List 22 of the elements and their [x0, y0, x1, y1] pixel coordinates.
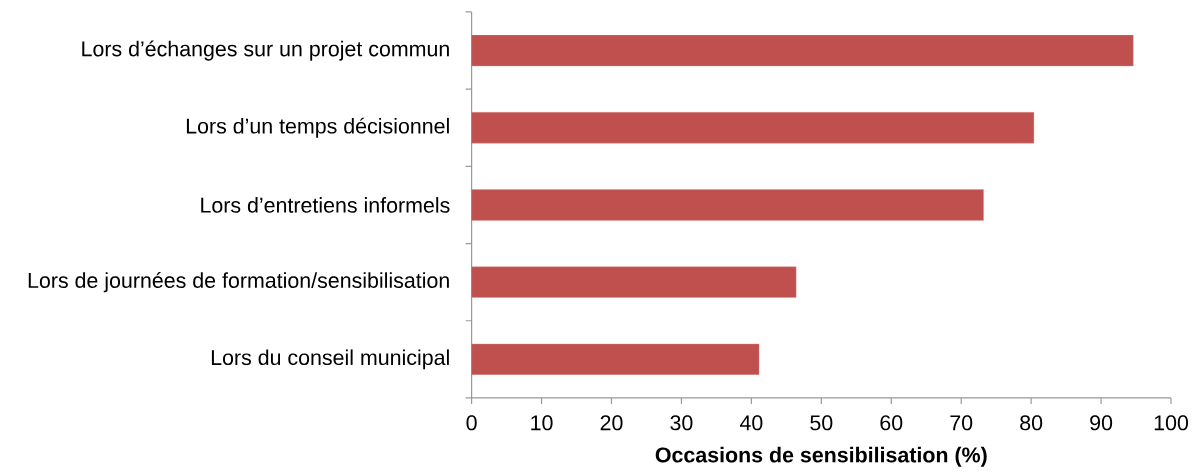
x-tick-label: 80 [1020, 415, 1043, 431]
bar [471, 112, 1035, 144]
y-tick-label: Lors d’un temps décisionnel [186, 117, 449, 138]
bar [471, 343, 760, 376]
y-tick-label: Lors d’entretiens informels [201, 197, 450, 213]
x-tick-label: 50 [810, 415, 833, 431]
x-axis-title: Occasions de sensibilisation (%) [655, 446, 987, 467]
x-tick-label: 20 [600, 415, 623, 431]
bar [471, 266, 797, 298]
x-tick-label: 10 [531, 415, 553, 431]
x-tick-label: 70 [950, 415, 973, 431]
x-tick-label: 0 [466, 415, 477, 431]
x-tick-label: 30 [670, 415, 693, 431]
x-tick-label: 90 [1090, 415, 1113, 431]
y-tick-label: Lors d’échanges sur un projet commun [82, 40, 449, 61]
x-tick-label: 40 [739, 415, 763, 431]
y-tick-label: Lors du conseil municipal [211, 349, 449, 370]
x-tick-label: 60 [880, 415, 903, 431]
bar [471, 34, 1134, 67]
bar [471, 189, 984, 221]
y-tick-label: Lors de journées de formation/sensibilisation [28, 272, 449, 293]
x-tick-label: 100 [1154, 415, 1189, 431]
